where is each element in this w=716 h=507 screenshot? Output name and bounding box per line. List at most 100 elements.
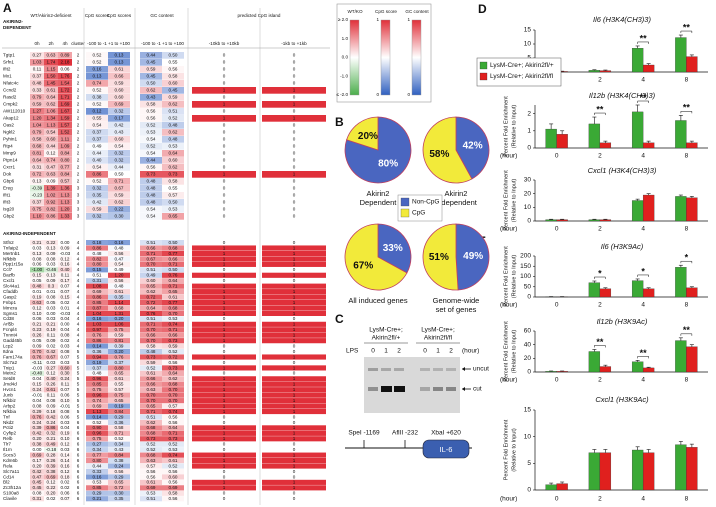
gene-name: Jmd4d: [3, 382, 17, 387]
gene-name: Cd38: [3, 316, 14, 321]
table-cell: 1.45: [47, 81, 56, 86]
heat-cell: [86, 343, 108, 349]
slice-label: 58%: [429, 149, 449, 160]
heat-cell: [30, 283, 44, 289]
heat-cell: [162, 403, 184, 409]
heat-cell: [162, 299, 184, 306]
table-cell: 5: [77, 349, 80, 354]
heat-cell: [162, 256, 184, 262]
y-tick-label: 40: [524, 341, 532, 348]
y-tick-label: 10: [524, 433, 532, 440]
heat-cell: [30, 150, 44, 157]
heat-cell: [192, 305, 256, 311]
table-cell: 0: [293, 81, 296, 86]
table-cell: 0.20: [47, 491, 56, 496]
table-cell: 0.70: [147, 262, 156, 267]
heat-cell: [140, 66, 162, 73]
table-cell: 0.84: [61, 151, 70, 156]
heat-cell: [86, 157, 108, 164]
table-cell: -0.39: [32, 186, 43, 191]
table-cell: 1: [293, 102, 296, 107]
table-cell: 0.11: [47, 333, 56, 338]
slice-label: 33%: [383, 243, 403, 254]
heat-cell: [262, 321, 326, 327]
heat-cell: [162, 245, 184, 251]
heat-cell: [192, 245, 256, 251]
table-cell: 0.73: [169, 338, 178, 343]
table-cell: 0.77: [93, 452, 102, 457]
x-tick-label: 4: [641, 496, 645, 503]
gel-image: [364, 357, 460, 413]
table-cell: 0.53: [169, 316, 178, 321]
table-cell: 0.55: [169, 60, 178, 65]
table-cell: 2: [77, 179, 80, 184]
x-axis-label: (hour): [500, 153, 517, 160]
heat-cell: [86, 474, 108, 480]
legend-gradient: [380, 19, 391, 96]
heat-cell: [140, 122, 162, 129]
heat-cell: [44, 359, 58, 366]
table-cell: 0.68: [147, 452, 156, 457]
table-cell: -0.03: [60, 311, 71, 316]
y-tick-label: 15: [524, 27, 532, 34]
table-cell: 0.60: [169, 474, 178, 479]
table-cell: 1: [223, 409, 226, 414]
table-cell: 0.02: [47, 343, 56, 348]
table-cell: 0: [223, 447, 226, 452]
table-cell: 0.72: [169, 354, 178, 359]
heat-cell: [140, 164, 162, 171]
heat-cell: [162, 136, 184, 143]
table-cell: 5: [77, 414, 80, 419]
gene-name: Gbp6: [3, 179, 15, 184]
table-cell: 0.65: [169, 214, 178, 219]
heat-cell: [140, 425, 162, 431]
table-cell: 0.68: [169, 245, 178, 250]
table-cell: 1.31: [115, 311, 124, 316]
table-cell: 1: [293, 365, 296, 370]
bar: [642, 194, 655, 222]
table-cell: 1: [223, 245, 226, 250]
heat-cell: [262, 261, 326, 267]
table-cell: 0.37: [93, 365, 102, 370]
table-cell: 0.02: [61, 300, 70, 305]
gene-name: Akap12: [3, 116, 19, 121]
heat-cell: [262, 250, 326, 257]
heat-cell: [30, 192, 44, 199]
heat-cell: [140, 332, 162, 338]
heat-cell: [44, 474, 58, 480]
heat-cell: [44, 496, 58, 502]
y-tick-label: 0: [527, 218, 531, 225]
chart-title: Il12b (H3K9Ac): [597, 317, 648, 326]
heat-cell: [58, 419, 72, 425]
heat-cell: [30, 115, 44, 122]
heat-cell: [108, 408, 130, 415]
heat-cell: [192, 338, 256, 344]
heat-cell: [86, 256, 108, 262]
column-header: +1 to +100: [162, 41, 184, 46]
x-tick-label: 0: [555, 226, 559, 233]
gene-name: Lcp2: [3, 343, 13, 348]
heat-cell: [262, 365, 326, 371]
heat-cell: [140, 474, 162, 480]
significance-bracket: [680, 260, 693, 264]
column-header: 4h: [62, 41, 68, 46]
heat-cell: [162, 289, 184, 295]
heat-cell: [108, 332, 130, 338]
heat-cell: [58, 80, 72, 87]
table-cell: 0.06: [61, 414, 70, 419]
table-cell: 4: [77, 322, 80, 327]
heat-cell: [86, 338, 108, 344]
table-cell: 0.70: [147, 393, 156, 398]
heat-cell: [140, 321, 162, 327]
genotype-label: Akirin2fl/+: [372, 335, 401, 342]
table-cell: 0.71: [147, 409, 156, 414]
table-cell: 0.59: [115, 193, 124, 198]
table-cell: 0.69: [93, 289, 102, 294]
heat-cell: [30, 398, 44, 404]
heat-cell: [162, 157, 184, 164]
table-cell: 0.66: [147, 333, 156, 338]
heat-cell: [86, 87, 108, 94]
table-cell: 5: [77, 387, 80, 392]
table-cell: 1: [223, 403, 226, 408]
significance-bracket: [680, 333, 693, 336]
